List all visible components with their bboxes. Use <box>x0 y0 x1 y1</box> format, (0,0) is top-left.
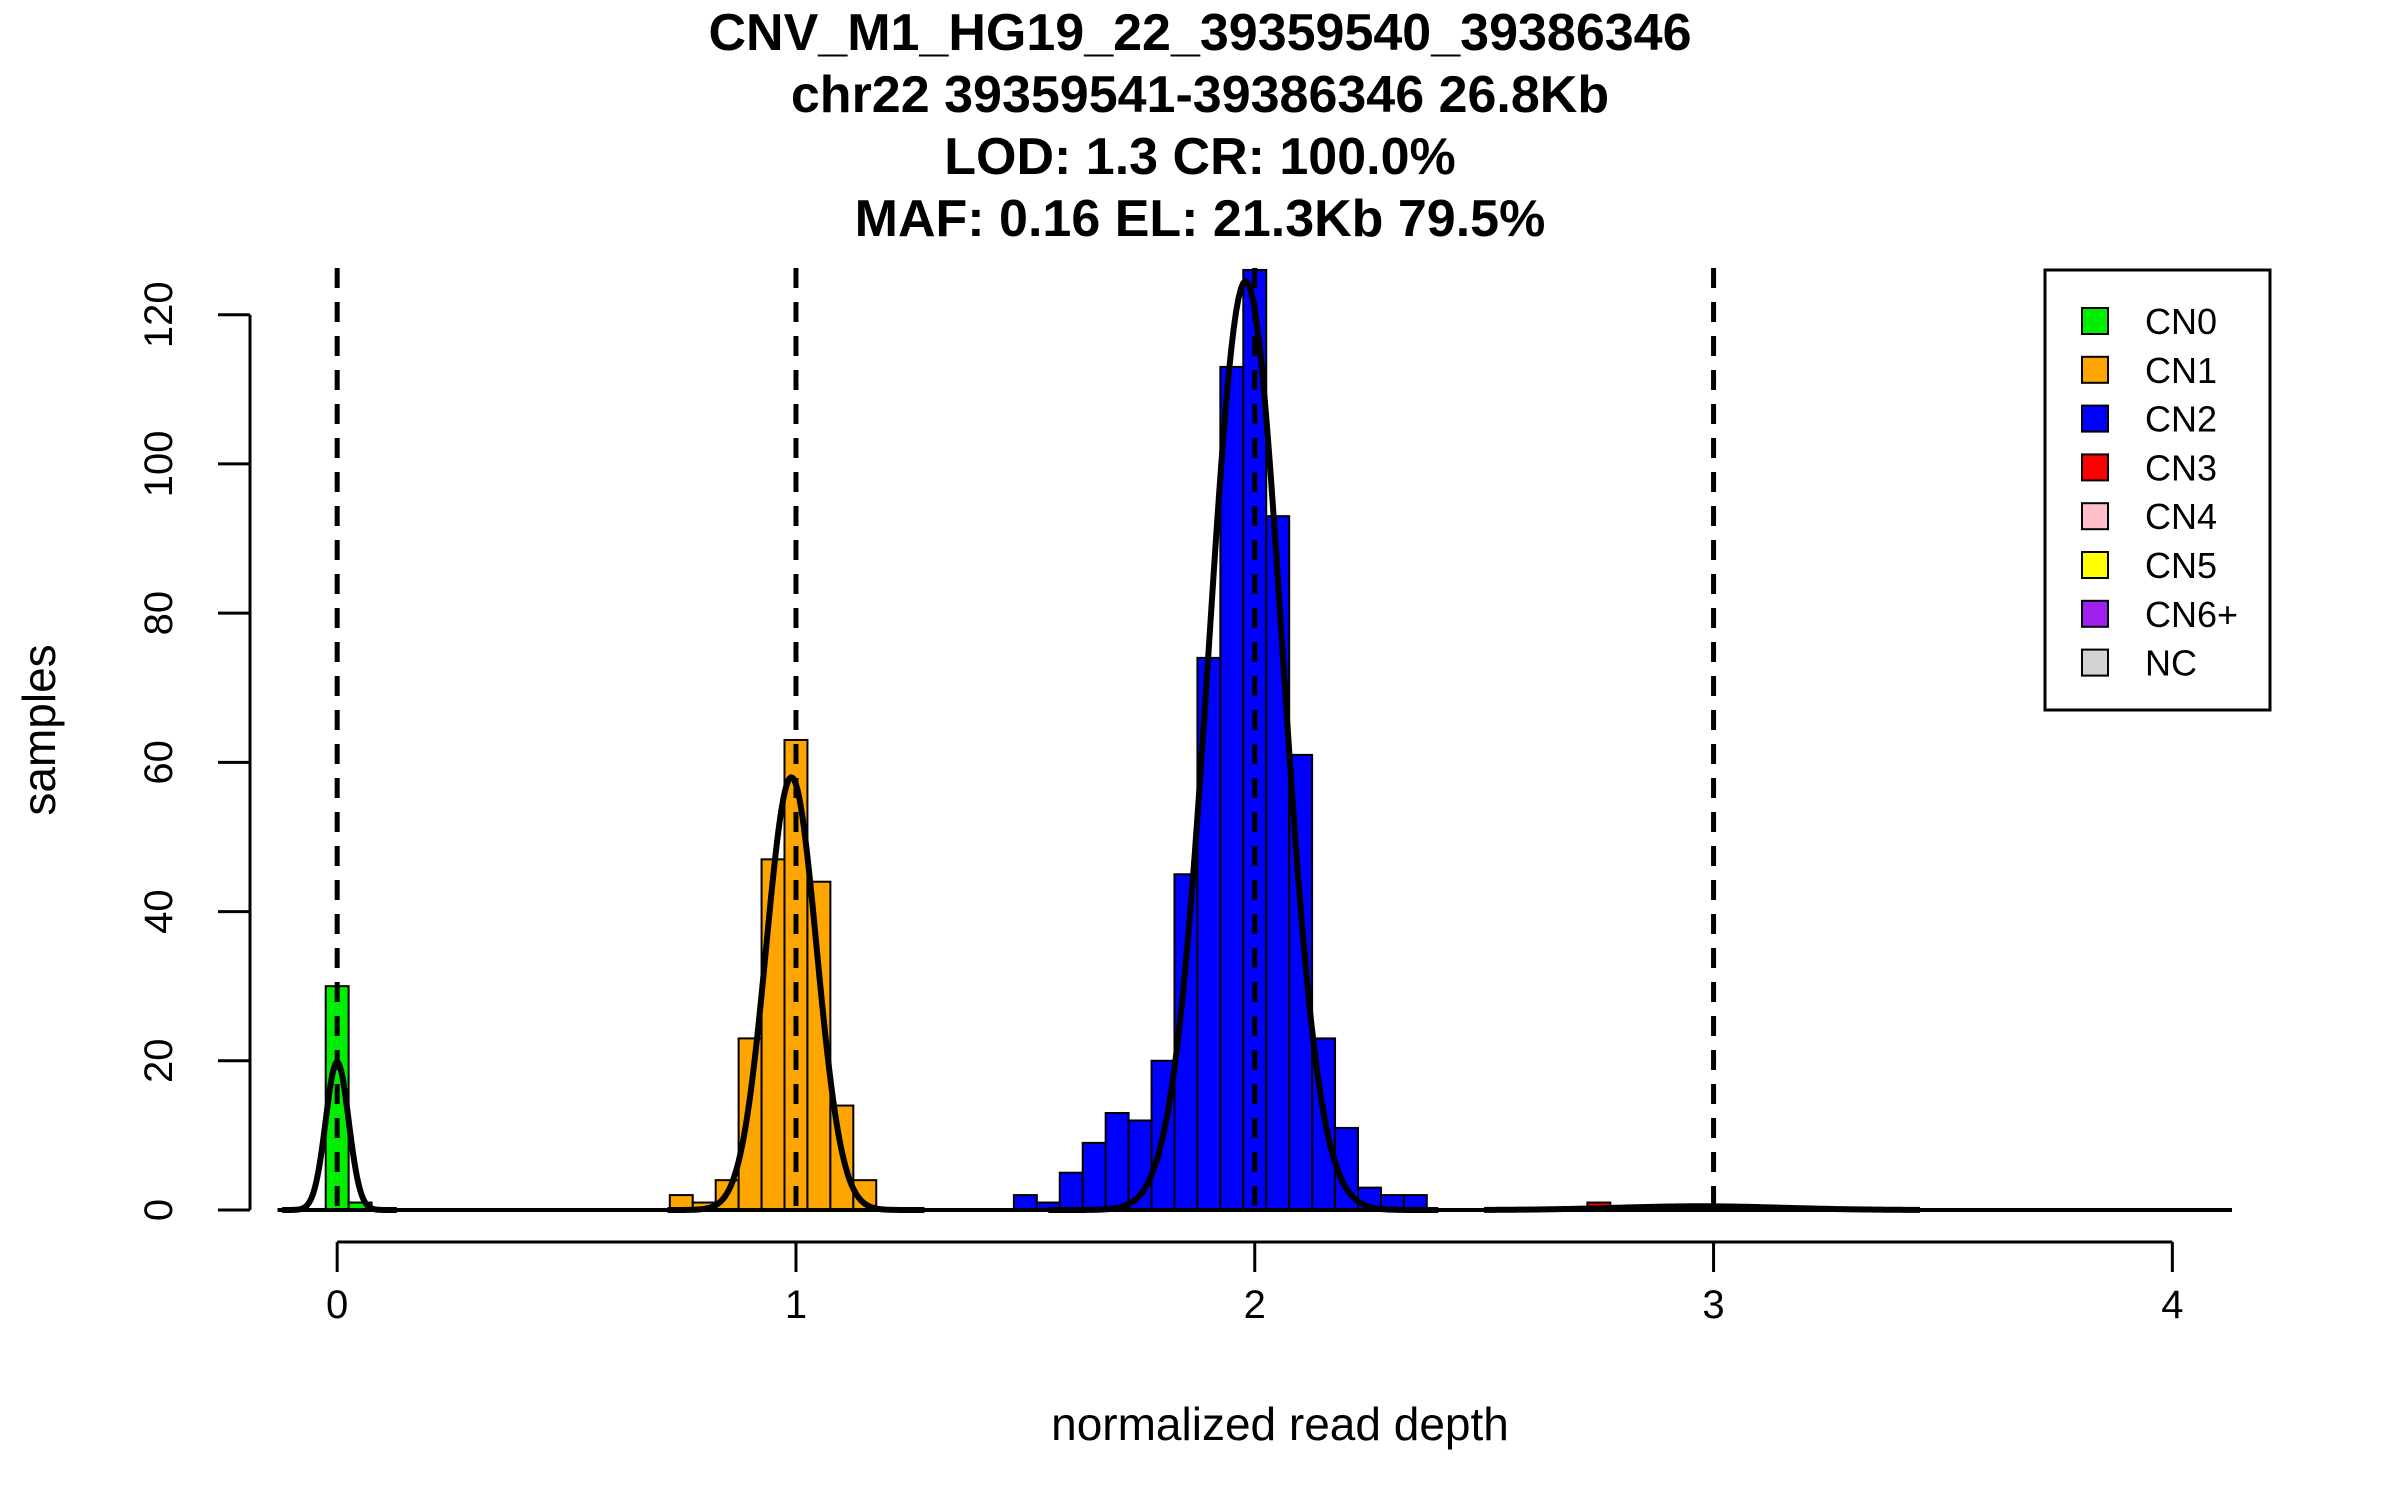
y-axis-label: samples <box>13 644 65 815</box>
copy-number-reference-lines <box>334 268 1717 1210</box>
legend-swatch-cn1 <box>2081 355 2109 384</box>
legend-swatch-cn4 <box>2081 502 2109 531</box>
x-tick-label-3: 3 <box>1702 1283 1724 1327</box>
x-axis: 0 1 2 3 4 <box>326 1240 2183 1327</box>
y-tick-label-3: 60 <box>137 740 181 785</box>
legend-label-cn3: CN3 <box>2145 447 2217 488</box>
histogram-bars <box>324 268 1612 1211</box>
legend-swatch-cn2 <box>2081 404 2109 433</box>
legend-label-cn2: CN2 <box>2145 399 2217 440</box>
chart-title-line-1: CNV_M1_HG19_22_39359540_39386346 <box>708 4 1692 62</box>
histogram-bar-15 <box>1104 1112 1130 1211</box>
x-tick-label-1: 1 <box>785 1283 807 1327</box>
legend-label-cn5: CN5 <box>2145 545 2217 586</box>
legend-swatch-cn3 <box>2081 453 2109 482</box>
legend-swatch-cn6plus <box>2081 599 2109 628</box>
legend-label-cn0: CN0 <box>2145 301 2217 342</box>
y-tick-label-5: 100 <box>137 431 181 498</box>
x-tick-label-0: 0 <box>326 1283 348 1327</box>
y-axis: 0 20 40 60 80 100 120 <box>137 281 252 1221</box>
y-tick-label-0: 0 <box>137 1199 181 1221</box>
chart-title-line-2: chr22 39359541-39386346 26.8Kb <box>790 66 1610 124</box>
histogram-bar-14 <box>1081 1141 1107 1211</box>
legend-label-cn1: CN1 <box>2145 350 2217 391</box>
legend-label-cn6plus: CN6+ <box>2145 594 2238 635</box>
chart-title-line-4: MAF: 0.16 EL: 21.3Kb 79.5% <box>854 190 1546 248</box>
histogram-bar-11 <box>1012 1194 1038 1211</box>
legend-swatch-cn5 <box>2081 551 2109 579</box>
y-tick-label-1: 20 <box>137 1039 181 1084</box>
legend-swatch-nc <box>2081 648 2109 677</box>
histogram-bar-6 <box>760 858 786 1211</box>
y-tick-label-4: 80 <box>137 591 181 636</box>
histogram-bar-13 <box>1058 1171 1084 1211</box>
chart-title-line-3: LOD: 1.3 CR: 100.0% <box>944 128 1456 186</box>
histogram-bar-20 <box>1219 365 1245 1211</box>
y-tick-label-2: 40 <box>137 889 181 934</box>
legend-swatch-cn0 <box>2081 307 2109 335</box>
x-tick-label-2: 2 <box>1244 1283 1266 1327</box>
x-axis-label: normalized read depth <box>1051 1398 1509 1450</box>
legend-box <box>2043 268 2272 712</box>
y-tick-label-6: 120 <box>137 281 181 348</box>
x-tick-label-4: 4 <box>2161 1283 2183 1327</box>
histogram-bar-5 <box>737 1037 763 1211</box>
legend: CN0 CN1 CN2 CN3 CN4 CN5 CN6+ NC <box>2043 268 2272 712</box>
legend-label-nc: NC <box>2145 643 2197 684</box>
legend-label-cn4: CN4 <box>2145 496 2217 537</box>
fitted-density-curves <box>277 278 2232 1213</box>
